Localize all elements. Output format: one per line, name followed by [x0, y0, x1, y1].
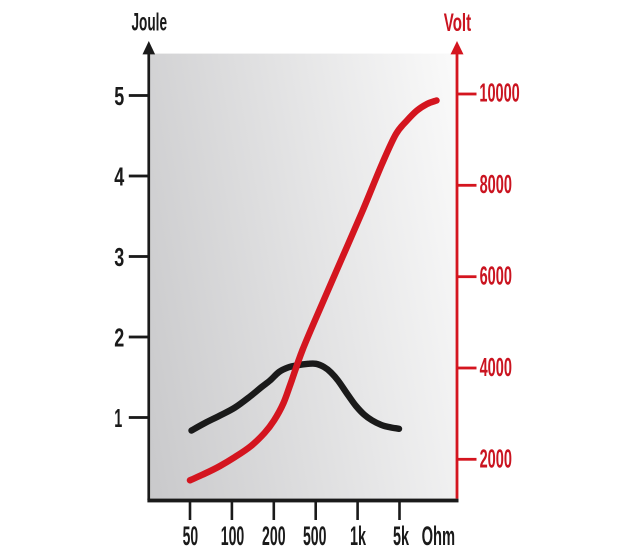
svg-text:10000: 10000 [479, 79, 519, 107]
svg-text:2: 2 [114, 325, 124, 353]
svg-text:Volt: Volt [444, 9, 472, 37]
svg-text:3: 3 [114, 244, 124, 272]
svg-text:8000: 8000 [480, 171, 512, 199]
svg-text:500: 500 [303, 521, 327, 551]
svg-text:6000: 6000 [480, 263, 512, 291]
svg-text:100: 100 [221, 521, 245, 551]
svg-text:2000: 2000 [480, 446, 512, 474]
svg-text:1k: 1k [350, 521, 366, 551]
svg-text:4: 4 [114, 164, 125, 192]
svg-text:4000: 4000 [480, 354, 512, 382]
svg-text:5k: 5k [393, 521, 409, 551]
svg-text:200: 200 [262, 521, 286, 551]
svg-text:5: 5 [114, 83, 124, 111]
svg-text:1: 1 [114, 405, 122, 433]
svg-text:Ohm: Ohm [422, 521, 456, 551]
svg-text:Joule: Joule [132, 8, 168, 36]
svg-text:50: 50 [183, 521, 199, 551]
